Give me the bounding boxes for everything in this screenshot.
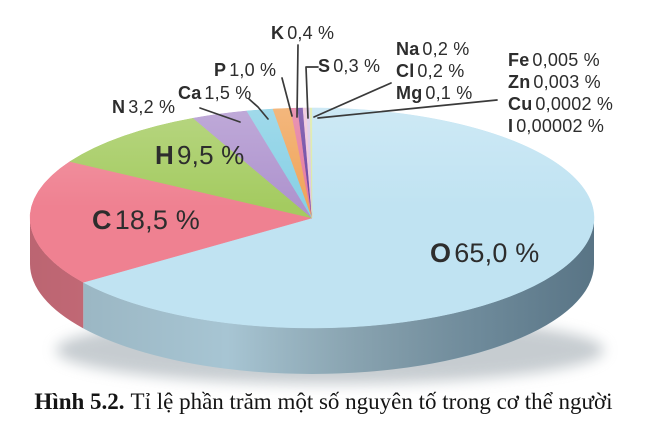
pie-slices [29, 107, 595, 329]
caption-text: Tỉ lệ phần trăm một số nguyên tố trong c… [130, 389, 613, 414]
label-leader-lines [199, 44, 498, 123]
figure-number: Hình 5.2. [34, 389, 125, 414]
pie-side-walls [30, 218, 594, 374]
figure-caption: Hình 5.2. Tỉ lệ phần trăm một số nguyên t… [0, 389, 647, 415]
